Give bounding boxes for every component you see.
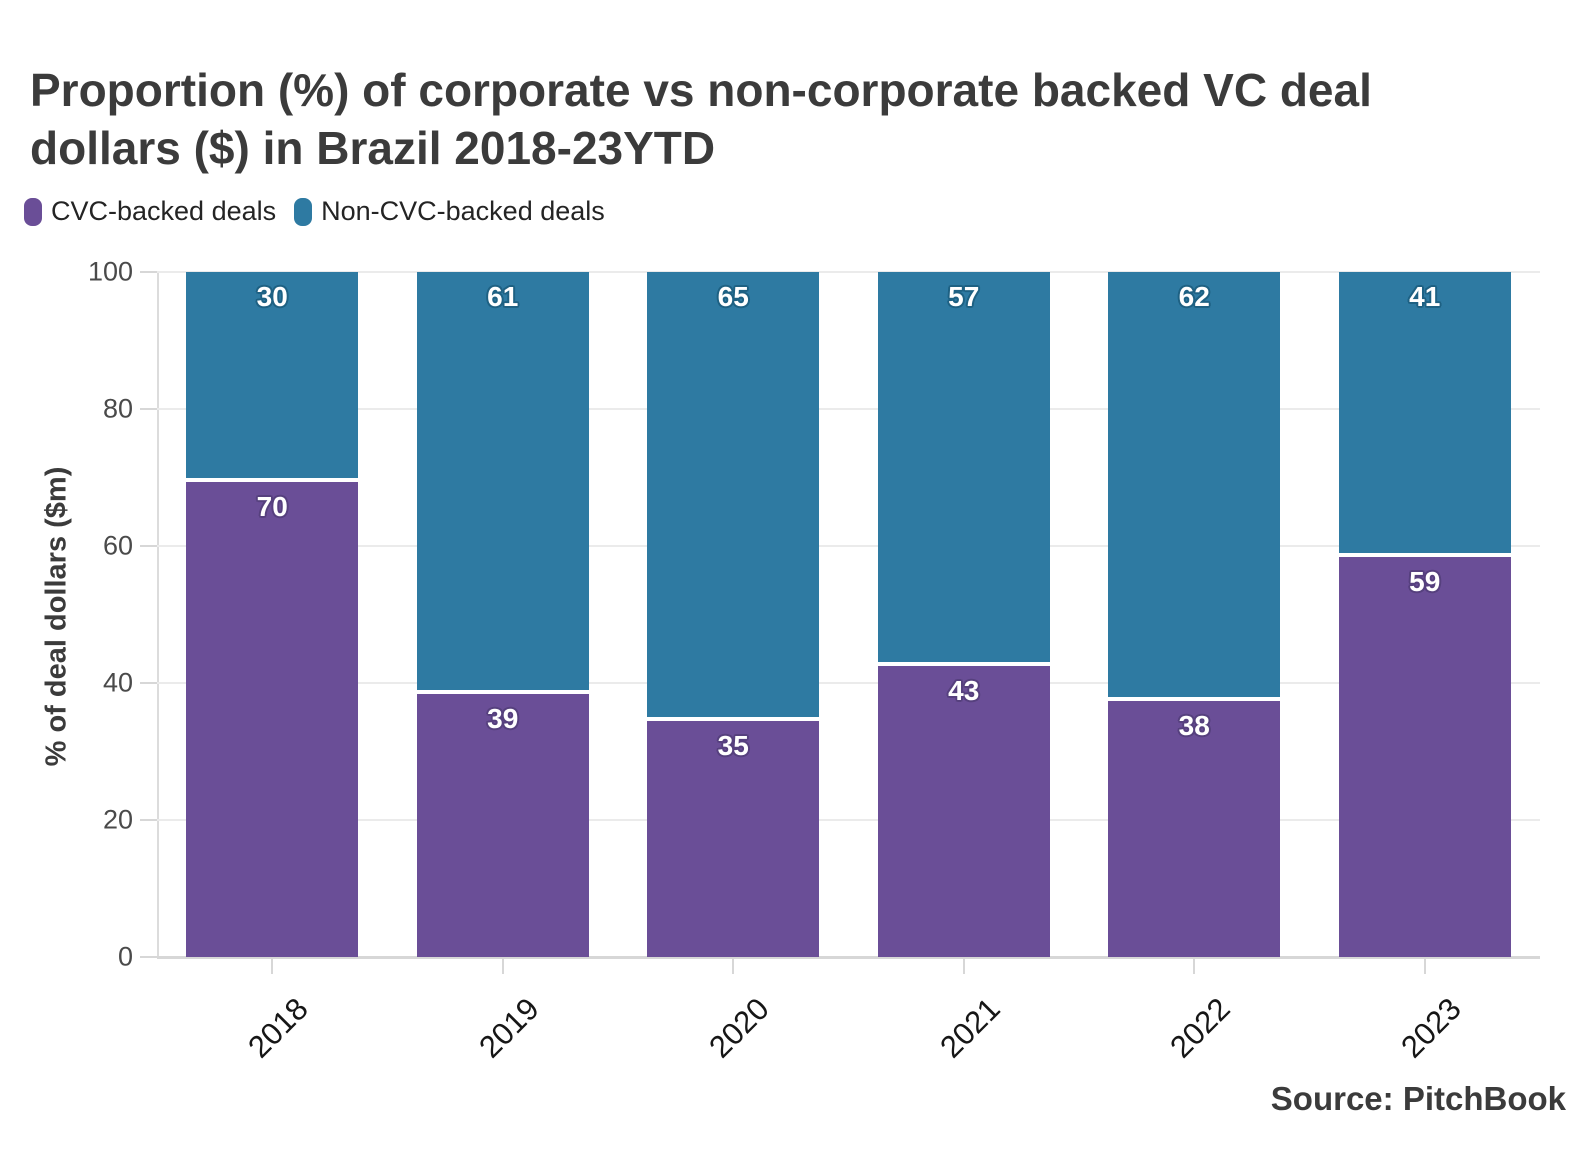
bars-container: 30 70 61 39 65 35 57 43 62 38 41 59 (157, 272, 1540, 957)
bar-2023: 41 59 (1338, 272, 1511, 957)
bar-segment-noncvc-2021: 57 (877, 272, 1050, 663)
bar-2022: 62 38 (1108, 272, 1281, 957)
legend-swatch-noncvc-icon (294, 197, 313, 226)
bar-segment-noncvc-2023: 41 (1338, 272, 1511, 553)
y-tick-mark-40 (140, 682, 157, 684)
legend-label-cvc: CVC-backed deals (51, 196, 277, 226)
bar-label-noncvc-2020: 65 (717, 281, 749, 312)
bar-segment-noncvc-2018: 30 (186, 272, 359, 478)
y-axis-line (157, 272, 159, 957)
bar-slot-2021: 57 43 (849, 272, 1080, 957)
bar-slot-2018: 30 70 (157, 272, 388, 957)
x-tick-label-2022: 2022 (1163, 991, 1237, 1065)
plot-area: 30 70 61 39 65 35 57 43 62 38 41 59 (140, 271, 1540, 959)
y-tick-label-80: 80 (102, 393, 133, 424)
bar-slot-2020: 65 35 (618, 272, 849, 957)
legend-item-cvc: CVC-backed deals (24, 196, 276, 227)
bar-label-noncvc-2021: 57 (948, 281, 980, 312)
y-tick-mark-20 (140, 819, 157, 821)
x-slot-2019: 2019 (388, 957, 619, 1127)
bar-segment-cvc-2019: 39 (416, 689, 589, 957)
source-credit: Source: PitchBook (1270, 1080, 1566, 1117)
bar-label-cvc-2018: 70 (256, 490, 288, 522)
x-tick-mark-2022 (1193, 959, 1196, 974)
bar-label-cvc-2019: 39 (487, 702, 519, 734)
chart-title-line2: dollars ($) in Brazil 2018-23YTD (30, 121, 716, 174)
bar-label-cvc-2023: 59 (1409, 565, 1441, 597)
y-tick-mark-100 (140, 271, 157, 273)
y-tick-mark-80 (140, 408, 157, 410)
gridline-20 (157, 819, 1540, 821)
bar-label-cvc-2022: 38 (1178, 709, 1210, 741)
gridline-80 (157, 408, 1540, 410)
x-tick-label-2019: 2019 (471, 991, 546, 1065)
gridline-100 (157, 271, 1540, 273)
bar-slot-2019: 61 39 (388, 272, 619, 957)
x-tick-mark-2021 (962, 959, 965, 974)
x-tick-mark-2020 (732, 959, 735, 974)
bar-label-cvc-2021: 43 (948, 675, 980, 707)
gridline-0 (157, 956, 1540, 959)
bar-2020: 65 35 (647, 272, 820, 957)
x-slot-2021: 2021 (849, 957, 1080, 1127)
x-slot-2018: 2018 (157, 957, 388, 1127)
x-axis: 2018 2019 2020 2021 2022 2023 (157, 957, 1540, 1127)
bar-2018: 30 70 (186, 272, 359, 957)
y-tick-label-40: 40 (102, 667, 133, 698)
bar-segment-noncvc-2019: 61 (416, 272, 589, 690)
x-tick-mark-2023 (1423, 959, 1426, 974)
x-slot-2020: 2020 (618, 957, 849, 1127)
x-slot-2022: 2022 (1079, 957, 1310, 1127)
y-tick-mark-60 (140, 545, 157, 547)
gridline-60 (157, 545, 1540, 547)
bar-segment-noncvc-2020: 65 (647, 272, 820, 718)
legend: CVC-backed deals Non-CVC-backed deals (24, 196, 605, 227)
x-tick-mark-2019 (501, 959, 504, 974)
chart-title: Proportion (%) of corporate vs non-corpo… (30, 61, 1550, 177)
y-tick-label-60: 60 (102, 530, 133, 561)
bar-label-noncvc-2019: 61 (487, 281, 519, 312)
y-tick-mark-0 (140, 956, 157, 958)
bar-label-noncvc-2023: 41 (1409, 281, 1441, 312)
x-tick-mark-2018 (271, 959, 274, 974)
bar-segment-cvc-2020: 35 (647, 717, 820, 957)
y-tick-label-100: 100 (87, 256, 133, 287)
bar-2019: 61 39 (416, 272, 589, 957)
legend-label-noncvc: Non-CVC-backed deals (321, 196, 605, 226)
bar-label-cvc-2020: 35 (717, 730, 749, 762)
bar-2021: 57 43 (877, 272, 1050, 957)
legend-item-noncvc: Non-CVC-backed deals (294, 196, 605, 227)
x-tick-label-2020: 2020 (702, 991, 776, 1065)
y-tick-label-0: 0 (117, 941, 133, 972)
bar-segment-cvc-2022: 38 (1108, 696, 1281, 957)
gridline-40 (157, 682, 1540, 684)
chart-title-line1: Proportion (%) of corporate vs non-corpo… (30, 63, 1372, 116)
bar-slot-2023: 41 59 (1310, 272, 1541, 957)
legend-swatch-cvc-icon (24, 197, 42, 226)
x-tick-label-2021: 2021 (932, 991, 1007, 1065)
x-tick-label-2018: 2018 (241, 991, 315, 1065)
bar-segment-noncvc-2022: 62 (1108, 272, 1281, 697)
bar-segment-cvc-2023: 59 (1338, 552, 1511, 957)
bar-label-noncvc-2022: 62 (1178, 281, 1210, 312)
bar-segment-cvc-2018: 70 (186, 477, 359, 957)
bar-label-noncvc-2018: 30 (256, 281, 288, 312)
bar-slot-2022: 62 38 (1079, 272, 1310, 957)
x-slot-2023: 2023 (1310, 957, 1541, 1127)
y-tick-label-20: 20 (102, 804, 133, 835)
bar-segment-cvc-2021: 43 (877, 662, 1050, 957)
x-tick-label-2023: 2023 (1393, 991, 1468, 1065)
